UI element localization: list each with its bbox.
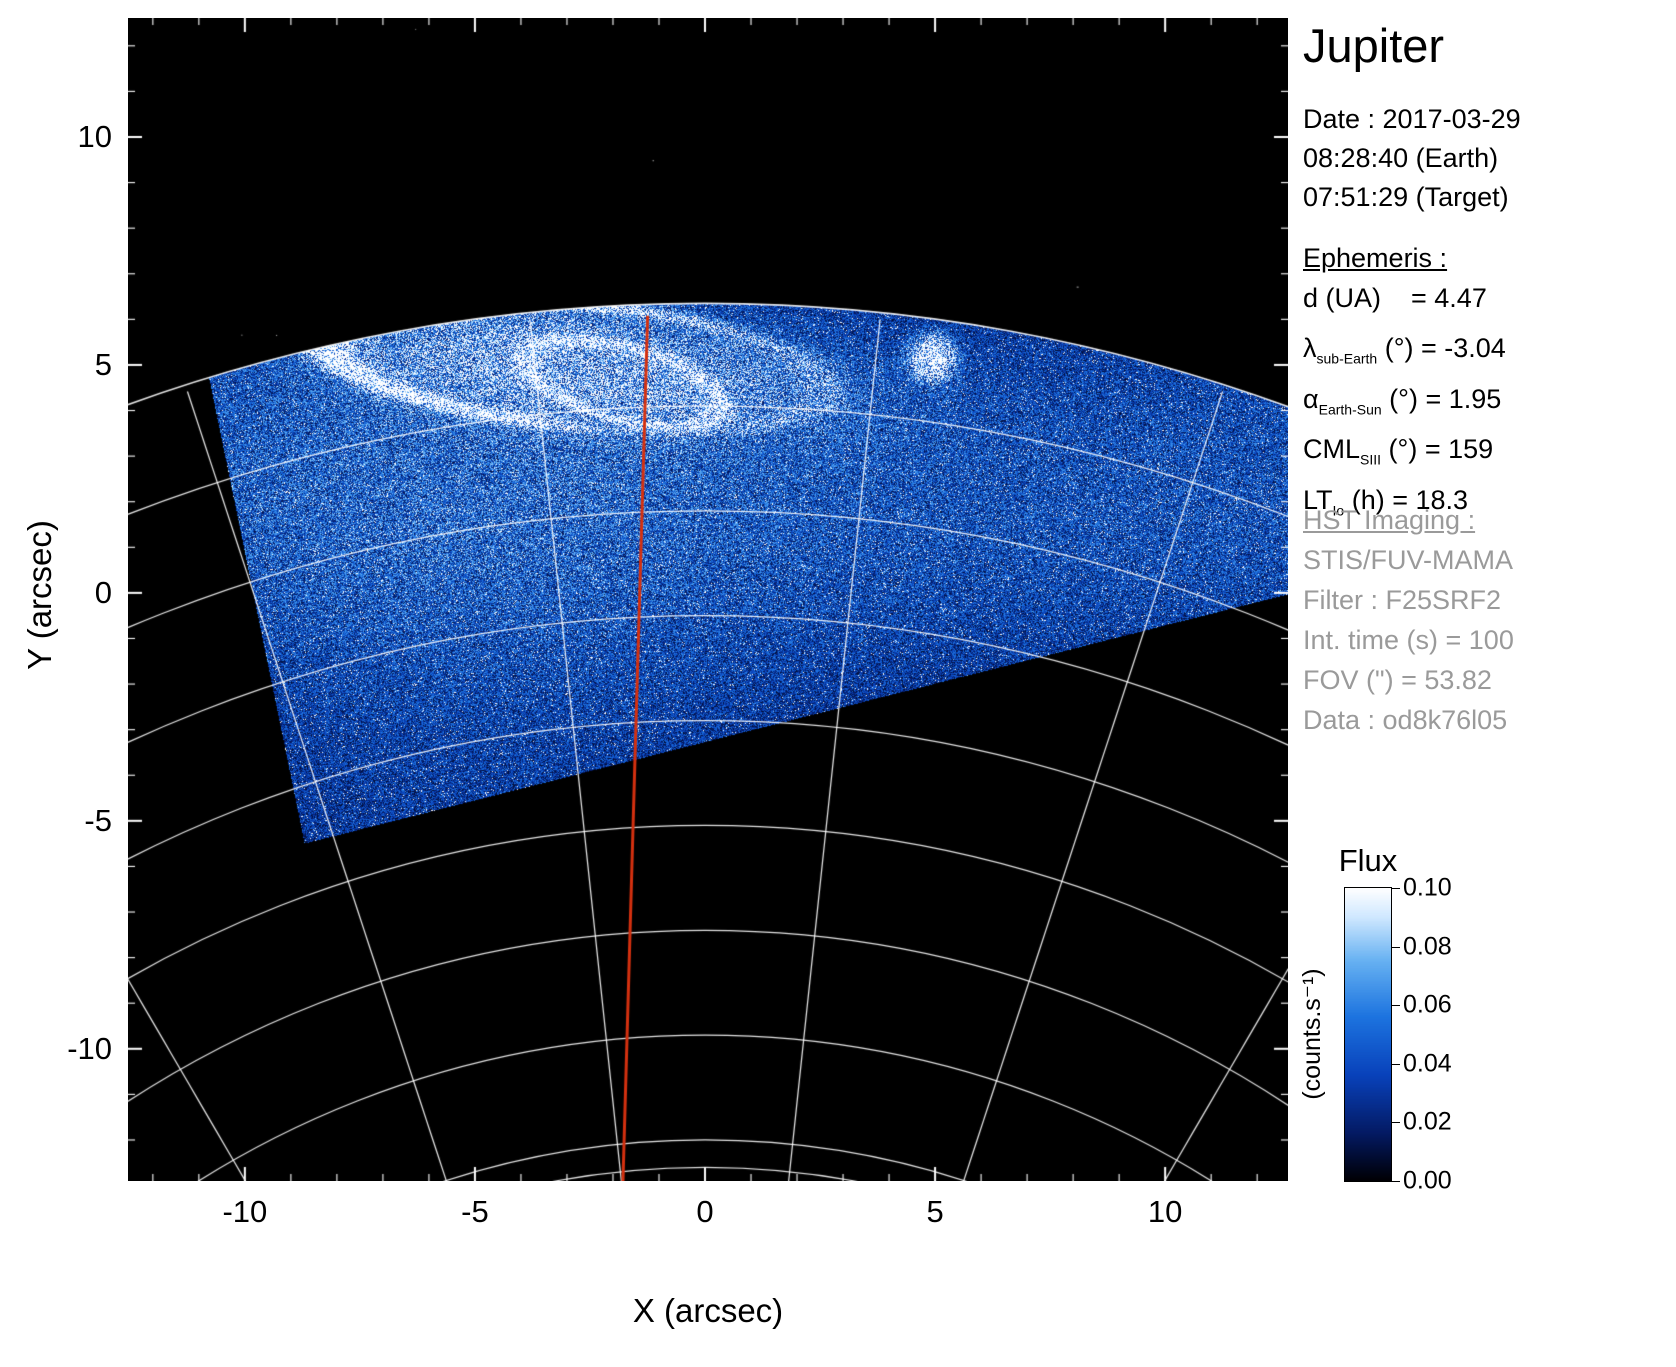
colorbar-tick-mark [1392,1005,1400,1007]
eph-symbol: λ [1303,333,1317,364]
eph-value: = 4.47 [1381,283,1487,313]
y-axis-label: Y (arcsec) [21,520,58,670]
aurora-image-canvas [128,18,1288,1181]
eph-subscript: Io [1332,501,1345,518]
eph-symbol: CML [1303,434,1361,465]
date-line: Date : 2017-03-29 [1303,104,1521,134]
target-time-line: 07:51:29 (Target) [1303,182,1509,212]
ephemeris-block: Ephemeris : d (UA) = 4.47 λsub-Earth (°)… [1303,238,1506,530]
ephemeris-distance: d (UA) = 4.47 [1303,278,1506,328]
colorbar-tick-mark [1392,946,1400,948]
target-title: Jupiter [1303,19,1445,72]
x-tick-label: 10 [1147,1194,1183,1229]
x-tick-label: 5 [926,1194,944,1229]
colorbar-gradient [1344,887,1392,1182]
y-tick-label: 0 [94,574,112,610]
observation-datetime-block: Date : 2017-03-29 08:28:40 (Earth) 07:51… [1303,100,1521,217]
eph-symbol: α [1303,383,1319,414]
colorbar-tick-mark [1392,1122,1400,1124]
colorbar-tick-label: 0.10 [1403,873,1452,902]
ephemeris-heading: Ephemeris : [1303,243,1448,273]
colorbar-tick-mark [1392,888,1400,889]
ephemeris-io-local-time: LTIo (h) = 18.3 [1303,480,1506,530]
colorbar-tick-label: 0.04 [1403,1049,1452,1078]
y-tick-label: 5 [94,346,112,382]
hst-instrument-line: STIS/FUV-MAMA [1303,545,1514,575]
eph-value: (°) = 159 [1381,434,1494,465]
eph-symbol: d (UA) [1303,283,1382,313]
eph-value: (°) = 1.95 [1381,383,1502,414]
colorbar-tick-label: 0.02 [1403,1107,1452,1136]
hst-filter-line: Filter : F25SRF2 [1303,585,1502,615]
hst-int-time-line: Int. time (s) = 100 [1303,625,1514,655]
ephemeris-cml: CMLSIII (°) = 159 [1303,429,1506,479]
colorbar-tick-mark [1392,1181,1400,1182]
colorbar-tick-mark [1392,1063,1400,1065]
colorbar-title: Flux [1338,843,1398,878]
x-tick-label: -5 [461,1194,489,1229]
x-axis-label: X (arcsec) [632,1292,784,1329]
y-tick-label: -5 [84,802,112,838]
earth-time-line: 08:28:40 (Earth) [1303,143,1499,173]
eph-symbol: LT [1303,484,1333,515]
eph-value: (°) = -3.04 [1377,333,1506,364]
eph-value: (h) = 18.3 [1344,484,1469,515]
hst-fov-line: FOV (") = 53.82 [1303,665,1492,695]
y-tick-label: 10 [77,118,112,154]
hst-data-id-line: Data : od8k76l05 [1303,705,1508,735]
ephemeris-sub-earth-lat: λsub-Earth (°) = -3.04 [1303,328,1506,378]
hst-imaging-block: HST Imaging : STIS/FUV-MAMA Filter : F25… [1303,500,1514,740]
colorbar-tick-label: 0.06 [1403,990,1452,1019]
x-tick-label: -10 [222,1194,268,1229]
colorbar-tick-label: 0.08 [1403,932,1452,961]
colorbar-tick-label: 0.00 [1403,1166,1452,1195]
colorbar-units-label: (counts.s⁻¹) [1298,968,1326,1100]
hst-imaging-heading: HST Imaging : [1303,505,1476,535]
x-tick-label: 0 [696,1194,714,1229]
eph-subscript: SIII [1360,451,1382,468]
eph-subscript: Earth-Sun [1318,401,1382,418]
ephemeris-phase-angle: αEarth-Sun (°) = 1.95 [1303,379,1506,429]
y-tick-label: -10 [67,1030,112,1066]
eph-subscript: sub-Earth [1316,350,1378,367]
